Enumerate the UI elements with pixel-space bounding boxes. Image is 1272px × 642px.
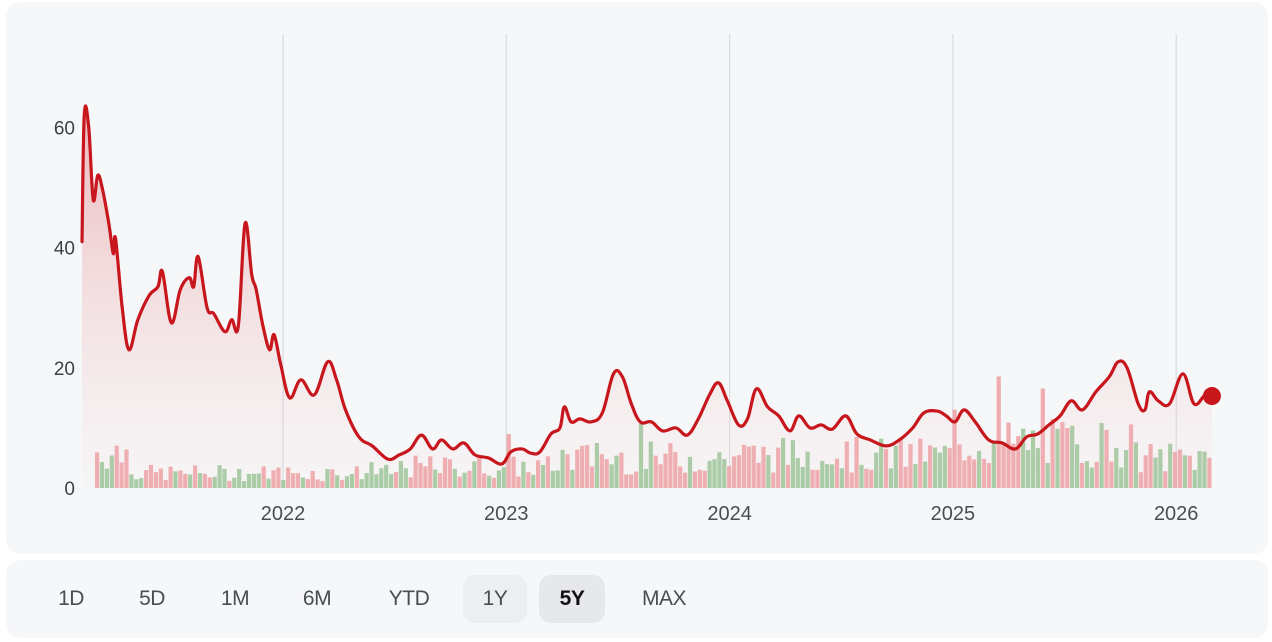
y-tick-label: 0	[64, 479, 75, 500]
range-button-max[interactable]: MAX	[641, 587, 687, 610]
price-area-fill	[82, 105, 1212, 489]
y-tick-label: 20	[54, 359, 75, 380]
x-tick-label: 2022	[261, 503, 306, 525]
current-price-marker[interactable]	[1202, 387, 1221, 406]
x-tick-label: 2023	[484, 503, 529, 525]
range-button-5y[interactable]: 5Y	[539, 575, 605, 623]
range-selector: 1D 5D 1M 6M YTD 1Y 5Y MAX	[6, 560, 1268, 638]
range-button-5d[interactable]: 5D	[139, 587, 165, 610]
range-button-ytd[interactable]: YTD	[388, 587, 430, 610]
chart-card: 0 20 40 60 2022 2023 2024 2025 2026	[6, 2, 1268, 554]
price-chart[interactable]: 0 20 40 60 2022 2023 2024 2025 2026	[6, 2, 1268, 554]
y-axis-labels: 0 20 40 60	[54, 118, 75, 500]
x-tick-label: 2025	[931, 503, 976, 525]
x-tick-label: 2024	[707, 503, 752, 525]
range-button-6m[interactable]: 6M	[302, 587, 332, 610]
x-axis-labels: 2022 2023 2024 2025 2026	[261, 503, 1199, 525]
range-button-1d[interactable]: 1D	[58, 587, 84, 610]
x-tick-label: 2026	[1154, 503, 1199, 525]
y-tick-label: 40	[54, 239, 75, 260]
range-button-1y[interactable]: 1Y	[463, 575, 527, 623]
price-line[interactable]	[80, 104, 1214, 466]
y-tick-label: 60	[54, 118, 75, 139]
range-button-1m[interactable]: 1M	[220, 587, 250, 610]
